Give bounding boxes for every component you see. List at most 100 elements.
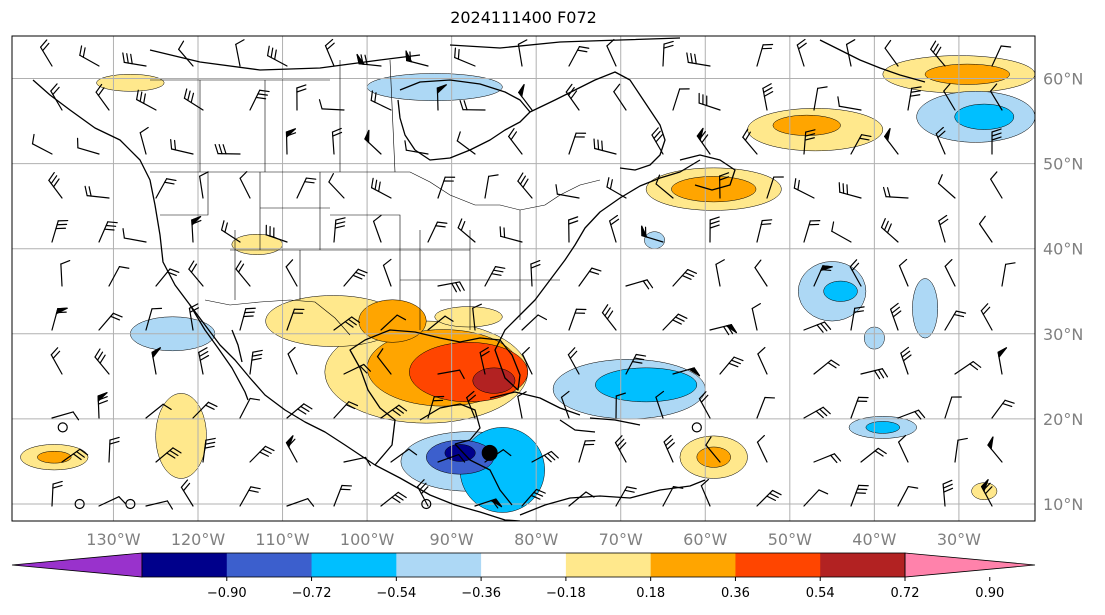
wind-barb-flag <box>296 88 307 93</box>
wind-barb <box>942 479 954 507</box>
coastline-greenland <box>819 39 926 83</box>
wind-barb-staff <box>321 108 345 111</box>
wind-barb-staff <box>838 105 862 111</box>
wind-barb-flag <box>79 448 89 456</box>
wind-barb <box>991 399 1015 419</box>
wind-barb-flag <box>82 47 86 58</box>
wind-barb-flag <box>270 47 274 59</box>
wind-barb <box>850 306 865 331</box>
longitude-label: 50°W <box>768 530 812 549</box>
wind-barb-flag <box>57 219 69 222</box>
wind-barb-flag <box>182 482 191 492</box>
wind-barb <box>850 484 869 507</box>
wind-barb-flag <box>397 491 407 499</box>
wind-barb-flag <box>259 451 269 457</box>
wind-barb <box>457 218 476 243</box>
wind-barb <box>98 221 118 243</box>
wind-barb <box>606 177 627 199</box>
wind-barb-flag <box>56 223 68 226</box>
wind-barb-staff <box>382 264 392 287</box>
wind-barb-flag <box>882 186 887 198</box>
wind-barb-flag <box>819 408 828 417</box>
wind-barb-staff <box>427 315 446 331</box>
wind-barb-staff <box>766 176 775 199</box>
wind-barb <box>845 39 856 67</box>
wind-barb <box>793 178 815 199</box>
wind-barb-staff <box>803 489 820 507</box>
wind-barb-staff <box>108 266 121 287</box>
wind-barb <box>155 268 180 287</box>
wind-barb <box>898 434 909 463</box>
wind-barb-flag <box>666 442 675 450</box>
wind-barb-flag <box>635 353 647 357</box>
wind-barb-flag <box>455 282 461 292</box>
wind-barb-flag <box>805 129 816 133</box>
wind-barb-staff <box>756 441 768 463</box>
wind-barb-flag <box>1005 262 1016 265</box>
wind-barb-flag <box>568 220 579 225</box>
anomaly-region-26 <box>595 367 698 403</box>
wind-barb <box>662 313 688 331</box>
wind-barb-flag <box>907 485 919 489</box>
coastline-labrador <box>529 71 666 171</box>
wind-barb-flag <box>50 83 58 92</box>
wind-barb-flag <box>243 315 254 318</box>
wind-barb <box>508 128 523 155</box>
wind-barb-flag <box>370 177 374 189</box>
wind-barb <box>860 368 889 380</box>
wind-barb <box>518 84 533 111</box>
wind-barb-flag <box>376 348 384 358</box>
wind-barb-flag <box>293 308 305 311</box>
wind-barb-flag <box>690 53 693 64</box>
wind-barb-flag <box>762 43 774 46</box>
wind-barb-flag <box>444 176 456 178</box>
wind-barb <box>188 303 200 331</box>
wind-barb-flag <box>911 86 922 89</box>
state-boundaries <box>160 172 560 330</box>
wind-barb-flag <box>112 312 123 318</box>
wind-barb-flag <box>618 442 627 451</box>
wind-barb <box>108 436 120 463</box>
wind-barb <box>756 489 782 507</box>
wind-barb-staff <box>700 485 711 507</box>
wind-barb-flag <box>742 128 749 138</box>
wind-barb-flag <box>52 484 63 489</box>
latitude-label: 60°N <box>1043 70 1083 89</box>
wind-barb <box>578 440 596 463</box>
wind-barb <box>615 486 637 507</box>
calm-wind-circle <box>125 498 136 510</box>
wind-barb-pennant <box>97 392 108 403</box>
wind-barb <box>380 314 407 331</box>
wind-barb <box>51 411 80 421</box>
wind-barb <box>437 176 456 199</box>
wind-barb-flag <box>162 403 172 410</box>
wind-barb-flag <box>568 87 575 96</box>
wind-barb-flag <box>830 454 838 464</box>
wind-barb-flag <box>701 134 709 144</box>
longitude-label: 70°W <box>599 530 643 549</box>
wind-barb-flag <box>183 88 188 99</box>
wind-barb-flag <box>170 138 173 150</box>
wind-barb <box>427 395 445 419</box>
wind-barb-flag <box>930 40 937 50</box>
wind-barb-flag <box>722 325 730 336</box>
wind-barb-flag <box>719 176 730 181</box>
wind-barb-flag <box>418 482 427 491</box>
wind-barb-staff <box>287 353 298 375</box>
wind-barb <box>813 265 833 287</box>
wind-barb <box>567 347 580 375</box>
wind-barb-staff <box>286 498 309 507</box>
wind-barb-flag <box>76 450 85 458</box>
wind-barb-flag <box>136 89 139 101</box>
political-borders-layer <box>150 59 601 336</box>
coastline-yucatan <box>419 403 481 445</box>
wind-barb-flag <box>220 220 225 231</box>
wind-barb-flag <box>207 401 218 408</box>
wind-barb <box>376 348 392 375</box>
wind-barb-pennant <box>883 128 891 142</box>
wind-barb-flag <box>31 133 35 145</box>
wind-barb-flag <box>886 187 891 198</box>
wind-barb-flag <box>103 228 115 231</box>
wind-barb-staff <box>239 397 251 419</box>
wind-barb <box>803 406 831 419</box>
